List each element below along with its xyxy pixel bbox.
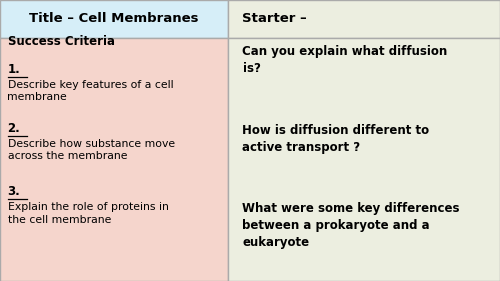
- Text: 1.: 1.: [8, 63, 20, 76]
- Text: Can you explain what diffusion
is?: Can you explain what diffusion is?: [242, 45, 448, 75]
- Text: Describe how substance move
across the membrane: Describe how substance move across the m…: [8, 139, 174, 162]
- Text: What were some key differences
between a prokaryote and a
eukaryote: What were some key differences between a…: [242, 202, 460, 249]
- Text: Success Criteria: Success Criteria: [8, 35, 115, 48]
- Text: Title – Cell Membranes: Title – Cell Membranes: [29, 12, 198, 26]
- Text: How is diffusion different to
active transport ?: How is diffusion different to active tra…: [242, 124, 430, 154]
- Text: 2.: 2.: [8, 122, 20, 135]
- FancyBboxPatch shape: [0, 0, 228, 38]
- Text: Starter –: Starter –: [242, 12, 307, 26]
- FancyBboxPatch shape: [228, 0, 500, 38]
- FancyBboxPatch shape: [0, 38, 228, 281]
- Text: 3.: 3.: [8, 185, 20, 198]
- Text: Explain the role of proteins in
the cell membrane: Explain the role of proteins in the cell…: [8, 202, 168, 225]
- Text: Describe key features of a cell
membrane: Describe key features of a cell membrane: [8, 80, 173, 103]
- FancyBboxPatch shape: [228, 38, 500, 281]
